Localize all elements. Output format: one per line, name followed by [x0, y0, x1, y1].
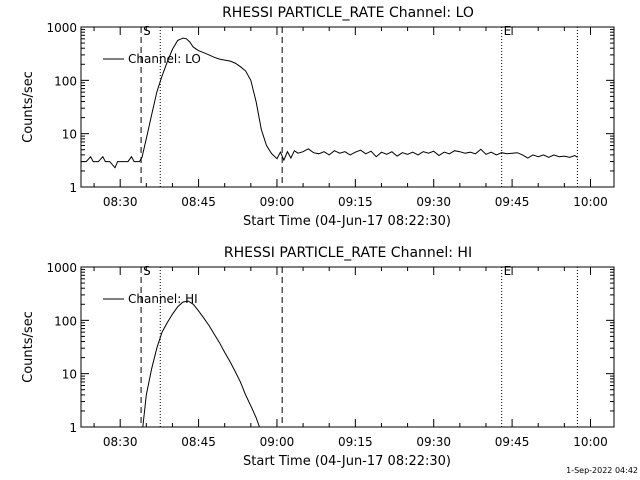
- x-tick-label: 10:00: [573, 195, 608, 209]
- y-tick-label: 1: [69, 181, 77, 195]
- y-tick-label: 1: [69, 421, 77, 435]
- x-tick-label: 08:30: [103, 195, 138, 209]
- footer-timestamp: 1-Sep-2022 04:42: [566, 466, 638, 475]
- axis-ticks: 08:30 08:45 09:00 09:15 09:30 09:45 10:00 1 10 10…: [46, 261, 614, 449]
- chart-title: RHESSI PARTICLE_RATE Channel: LO: [222, 5, 474, 21]
- x-axis-label: Start Time (04-Jun-17 08:22:30): [243, 454, 451, 469]
- x-tick-label: 09:15: [338, 195, 373, 209]
- axis-ticks: 08:30 08:45 09:00 09:15 09:30 09:45 10:00 1 10 10…: [46, 21, 614, 209]
- time-marker-label: S: [143, 24, 151, 38]
- x-tick-label: 09:30: [416, 435, 451, 449]
- y-tick-label: 100: [54, 314, 77, 328]
- x-tick-label: 09:15: [338, 435, 373, 449]
- x-tick-label: 09:30: [416, 195, 451, 209]
- y-axis-label: Counts/sec: [21, 71, 36, 143]
- series-line-hi: [142, 300, 260, 428]
- x-tick-label: 09:00: [260, 435, 295, 449]
- y-tick-label: 1000: [46, 21, 77, 35]
- y-tick-label: 10: [62, 368, 77, 382]
- x-tick-label: 08:45: [181, 195, 216, 209]
- x-tick-label: 09:45: [495, 195, 530, 209]
- x-axis-label: Start Time (04-Jun-17 08:22:30): [243, 214, 451, 229]
- chart-title: RHESSI PARTICLE_RATE Channel: HI: [224, 245, 472, 261]
- x-tick-label: 10:00: [573, 435, 608, 449]
- y-axis-label: Counts/sec: [21, 311, 36, 383]
- y-tick-label: 1000: [46, 261, 77, 275]
- chart-panel-hi: RHESSI PARTICLE_RATE Channel: HI 08:30 08…: [21, 245, 615, 469]
- series-line-lo: [81, 37, 578, 169]
- time-marker-label: S: [143, 264, 151, 278]
- x-tick-label: 08:45: [181, 435, 216, 449]
- x-tick-label: 08:30: [103, 435, 138, 449]
- plot-frame: [80, 26, 615, 188]
- plot-frame: [80, 266, 615, 428]
- time-marker-label: E: [504, 264, 512, 278]
- y-tick-label: 10: [62, 128, 77, 142]
- legend-label: Channel: HI: [128, 292, 198, 306]
- y-tick-label: 100: [54, 74, 77, 88]
- x-tick-label: 09:45: [495, 435, 530, 449]
- time-marker-label: E: [504, 24, 512, 38]
- legend-label: Channel: LO: [128, 52, 201, 66]
- x-tick-label: 09:00: [260, 195, 295, 209]
- chart-panel-lo: RHESSI PARTICLE_RATE Channel: LO 08:30 08…: [21, 5, 615, 229]
